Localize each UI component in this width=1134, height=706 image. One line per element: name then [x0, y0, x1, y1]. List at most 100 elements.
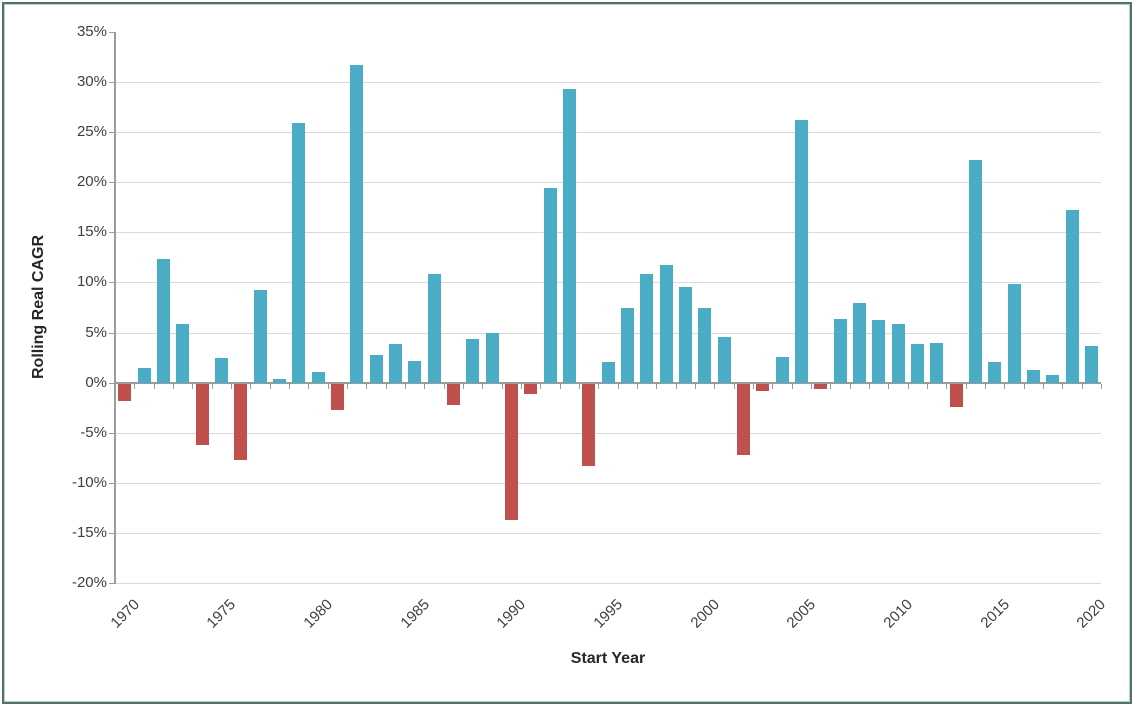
x-axis-tick	[192, 383, 194, 389]
bar-1984	[388, 343, 402, 383]
y-axis-line	[114, 32, 116, 584]
x-axis-tick	[540, 383, 542, 389]
x-axis-tick	[115, 383, 116, 389]
x-axis-tick	[424, 383, 426, 389]
x-axis-tick	[327, 383, 329, 389]
x-axis-tick	[463, 383, 464, 389]
x-axis-tick	[830, 383, 832, 389]
bar-2018	[1046, 374, 1060, 383]
bar-1998	[659, 265, 673, 383]
y-tick-label-25: 25%	[76, 123, 107, 141]
x-axis-tick	[598, 383, 600, 389]
bar-2009	[872, 319, 886, 383]
bar-1999	[678, 287, 692, 383]
gridline	[115, 132, 1101, 134]
bar-2001	[717, 336, 731, 383]
bar-1981	[330, 383, 344, 410]
bar-2014	[968, 160, 982, 383]
x-axis-tick	[347, 383, 348, 389]
x-axis-tick	[946, 383, 948, 389]
x-axis-tick	[250, 383, 252, 389]
bar-2000	[698, 307, 712, 383]
bar-2010	[891, 323, 905, 383]
x-axis-tick	[772, 383, 774, 389]
bar-1995	[601, 361, 615, 383]
x-axis-tick	[675, 383, 677, 389]
y-tick-label-5: 5%	[85, 323, 107, 341]
bar-1987	[446, 383, 460, 405]
bar-1974	[195, 383, 209, 445]
x-axis-tick	[1062, 383, 1064, 389]
y-tick-label-10: 10%	[76, 273, 107, 291]
gridline	[115, 282, 1101, 284]
x-axis-tick	[965, 383, 967, 389]
plot-area	[109, 32, 1102, 584]
bar-2003	[756, 383, 770, 391]
bar-2020	[1084, 345, 1098, 383]
bar-1997	[640, 274, 654, 383]
y-axis-tick	[109, 382, 115, 384]
x-axis-tick	[521, 383, 522, 389]
y-axis-tick	[109, 282, 115, 284]
x-axis-tick	[405, 383, 406, 389]
y-tick-label--15: -15%	[71, 523, 107, 541]
y-tick-label-30: 30%	[76, 73, 107, 91]
gridline	[115, 182, 1101, 184]
x-axis-tick	[1081, 383, 1083, 389]
bar-1970	[118, 383, 132, 401]
bar-1978	[272, 378, 286, 383]
x-axis-tick	[482, 383, 484, 389]
bar-2006	[814, 383, 828, 389]
bar-1982	[350, 65, 364, 383]
x-axis-tick	[637, 383, 638, 389]
x-axis-tick	[231, 383, 232, 389]
gridline	[115, 583, 1101, 584]
bar-2005	[794, 120, 808, 383]
x-axis-tick	[695, 383, 696, 389]
bar-1989	[485, 332, 499, 383]
x-axis-tick	[811, 383, 812, 389]
y-axis-tick	[109, 583, 115, 584]
x-axis-tick	[1004, 383, 1006, 389]
x-axis-title: Start Year	[570, 650, 646, 667]
bar-1972	[156, 259, 170, 383]
gridline	[115, 82, 1101, 84]
bar-1990	[504, 383, 518, 520]
y-axis-tick	[109, 82, 115, 84]
bar-2011	[910, 343, 924, 383]
gridline	[115, 482, 1101, 484]
x-axis-tick	[211, 383, 213, 389]
bar-1986	[427, 274, 441, 383]
x-axis-tick	[385, 383, 387, 389]
x-axis-tick	[733, 383, 735, 389]
y-tick-label-35: 35%	[76, 23, 107, 40]
x-axis-tick	[753, 383, 754, 389]
y-axis-tick	[109, 132, 115, 134]
bar-1992	[543, 188, 557, 383]
y-axis-tick	[109, 32, 115, 33]
bar-1985	[408, 360, 422, 383]
x-axis-tick	[269, 383, 271, 389]
bar-2013	[949, 383, 963, 407]
y-axis-tick	[109, 232, 115, 234]
bar-1975	[214, 357, 228, 383]
bar-2017	[1026, 369, 1040, 383]
x-axis-tick	[579, 383, 580, 389]
x-axis-tick	[1101, 383, 1102, 389]
x-axis-tick	[714, 383, 716, 389]
x-axis-tick	[888, 383, 890, 389]
x-axis-tick	[443, 383, 445, 389]
bar-1994	[582, 383, 596, 466]
y-axis-tick	[109, 432, 115, 434]
x-axis-tick	[308, 383, 310, 389]
gridline	[115, 332, 1101, 334]
x-axis-tick	[1023, 383, 1025, 389]
y-tick-label-20: 20%	[76, 173, 107, 191]
bar-2002	[736, 383, 750, 455]
bar-1973	[176, 323, 190, 383]
bar-1977	[253, 290, 267, 383]
y-tick-label--5: -5%	[80, 423, 107, 441]
y-tick-label-0: 0%	[85, 373, 107, 391]
x-axis-tick	[869, 383, 870, 389]
x-axis-tick	[501, 383, 503, 389]
